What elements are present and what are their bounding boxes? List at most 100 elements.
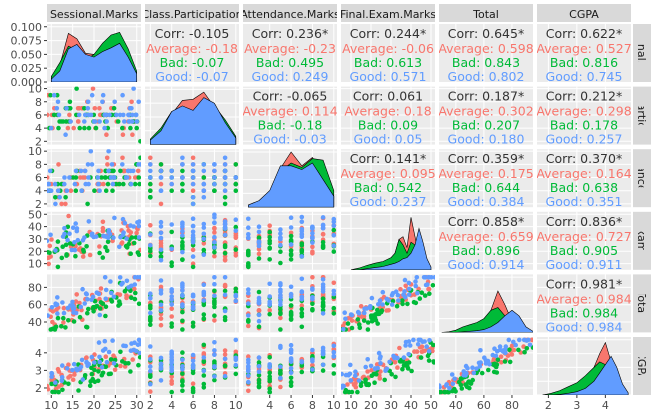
data-point-average [66,213,71,219]
data-point-bad [222,195,228,200]
data-point-bad [48,92,53,98]
data-point-good [278,299,283,305]
y-tick-label: 8 [35,96,42,109]
data-point-good [212,212,217,217]
scatter-panel [148,275,239,332]
data-point-bad [105,181,111,187]
x-tick-label: 10 [327,399,341,411]
density-panel [149,91,237,145]
y-tick-label: 3 [35,364,42,377]
panel-grid [341,149,435,208]
data-point-good [256,318,262,324]
data-point-bad [100,255,106,260]
data-point-average [158,201,164,207]
data-point-good [54,106,60,111]
data-point-good [82,119,87,124]
data-point-average [56,384,61,389]
data-point-bad [288,238,294,244]
data-point-good [310,367,315,372]
data-point-good [201,368,207,374]
data-point-good [169,222,174,227]
row-strip-label: Final.Exam.Marks [635,193,648,289]
data-point-good [117,112,123,118]
data-point-good [97,354,102,360]
data-point-good [389,302,395,307]
correlation-group-average: Average: 0.114 [242,104,337,119]
density-curve-good [542,355,629,395]
data-point-good [47,168,53,174]
data-point-good [67,231,72,236]
correlation-group-good: Good: 0.745 [546,69,623,84]
data-point-good [158,257,164,263]
data-point-bad [459,386,465,391]
data-point-good [49,305,55,310]
correlation-group-average: Average: 0.659 [438,229,533,244]
x-tick-label: 40 [404,399,418,411]
data-point-good [246,216,251,222]
data-point-average [498,354,504,360]
data-point-good [465,365,470,371]
data-point-good [201,252,207,257]
correlation-group-bad: Bad: -0.07 [160,55,225,70]
data-point-good [190,254,196,259]
data-point-good [158,247,164,253]
data-point-good [78,304,84,310]
data-point-good [201,181,207,187]
row-strip [633,86,651,145]
data-point-good [190,352,196,358]
panel-background [537,24,631,82]
data-point-good [477,364,483,369]
panel-background [537,211,631,270]
data-point-good [222,226,228,231]
data-point-bad [59,255,65,261]
data-point-bad [84,324,89,330]
data-point-good [461,369,467,374]
data-point-bad [256,372,262,378]
data-point-bad [201,359,207,364]
data-point-good [92,119,98,124]
data-point-good [212,275,217,280]
data-point-good [212,175,217,180]
data-point-bad [52,326,57,331]
panel-background [537,274,631,333]
data-point-bad [82,106,87,111]
data-point-bad [97,250,102,256]
correlation-overall: Corr: 0.212* [546,89,622,104]
data-point-good [288,291,294,297]
data-point-good [233,292,239,298]
y-tick-label: 60 [28,299,42,312]
data-point-good [299,297,305,302]
data-point-average [419,349,425,355]
data-point-bad [66,381,71,387]
data-point-bad [212,313,217,319]
data-point-average [104,132,109,137]
data-point-bad [400,366,405,372]
data-point-good [212,220,217,226]
data-point-bad [397,359,403,364]
data-point-bad [108,357,114,362]
panel-background [439,86,533,145]
data-point-good [47,313,50,318]
data-point-bad [278,368,283,373]
data-point-good [148,356,153,362]
data-point-good [100,99,105,105]
data-point-good [158,224,164,229]
data-point-good [71,361,77,367]
data-point-good [55,99,61,105]
data-point-good [256,229,262,235]
correlation-overall: Corr: 0.981* [546,276,622,291]
data-point-bad [267,389,273,395]
data-point-good [288,366,294,371]
data-point-good [97,188,102,193]
data-point-average [212,318,217,323]
data-point-bad [479,370,485,376]
correlation-group-bad: Bad: 0.644 [452,180,520,195]
data-point-good [331,233,337,238]
data-point-good [367,305,373,310]
data-point-average [331,280,337,286]
data-point-good [75,237,81,243]
data-point-good [129,119,135,124]
data-point-bad [394,303,400,309]
data-point-good [222,275,228,280]
data-point-good [180,288,185,293]
